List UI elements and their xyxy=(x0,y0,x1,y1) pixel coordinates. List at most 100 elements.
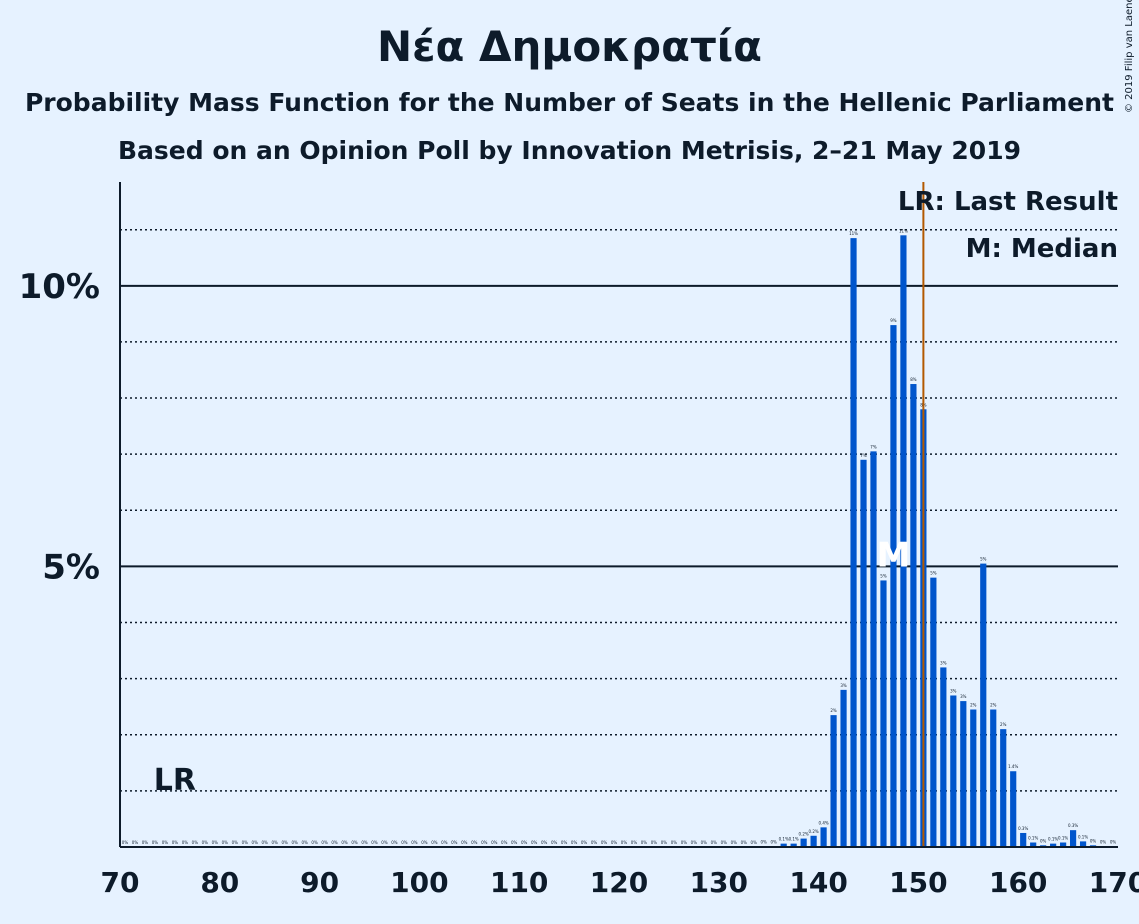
legend-entry: LR: Last Result xyxy=(898,187,1118,217)
seat-bar xyxy=(940,667,947,847)
bar-value-label: 0% xyxy=(172,840,179,845)
bar-value-label: 0% xyxy=(361,840,368,845)
bar-value-label: 3% xyxy=(950,688,957,693)
bar-value-label: 11% xyxy=(849,231,858,236)
bar-value-label: 0% xyxy=(411,840,418,845)
bar-value-label: 0% xyxy=(192,840,199,845)
seat-bar xyxy=(790,843,797,847)
seat-bar xyxy=(1000,729,1007,847)
bar-value-label: 0% xyxy=(202,840,209,845)
seat-bar xyxy=(850,238,857,847)
chart-title: Νέα Δημοκρατία xyxy=(377,22,762,71)
bar-value-label: 0% xyxy=(1090,838,1097,843)
bar-value-label: 0% xyxy=(661,840,668,845)
bar-value-label: 0% xyxy=(631,840,638,845)
x-tick-label: 110 xyxy=(490,866,548,899)
bar-value-label: 0.3% xyxy=(1068,823,1078,828)
seat-bar xyxy=(930,577,937,847)
bar-value-label: 0% xyxy=(701,840,708,845)
bar-value-label: 0% xyxy=(491,840,498,845)
bar-value-label: 0% xyxy=(591,840,598,845)
seat-bar xyxy=(870,451,877,847)
bar-value-label: 0% xyxy=(182,840,189,845)
bar-value-label: 0% xyxy=(272,840,279,845)
seat-bar xyxy=(830,715,837,847)
bar-value-label: 0% xyxy=(641,840,648,845)
x-tick-label: 160 xyxy=(989,866,1047,899)
bar-value-label: 0% xyxy=(551,840,558,845)
bar-value-label: 3% xyxy=(960,694,967,699)
seat-bar xyxy=(900,235,907,847)
seat-bar xyxy=(970,709,977,847)
x-tick-label: 90 xyxy=(300,866,339,899)
bar-value-label: 0% xyxy=(691,840,698,845)
bar-value-label: 0% xyxy=(1100,839,1107,844)
bar-value-label: 0% xyxy=(222,840,229,845)
bar-value-label: 0% xyxy=(262,840,269,845)
seat-bar xyxy=(880,580,887,847)
seat-bar xyxy=(980,563,987,847)
bar-value-label: 2% xyxy=(990,703,997,708)
seat-bar xyxy=(1010,771,1017,847)
bar-value-label: 0.1% xyxy=(1058,836,1068,841)
bar-value-label: 0.1% xyxy=(779,837,789,842)
bar-value-label: 0% xyxy=(711,840,718,845)
x-tick-label: 80 xyxy=(200,866,239,899)
x-tick-label: 70 xyxy=(101,866,140,899)
bar-value-label: 0% xyxy=(351,840,358,845)
seat-bar xyxy=(810,835,817,847)
seat-bar xyxy=(910,384,917,847)
bar-value-label: 0% xyxy=(212,840,219,845)
bar-value-label: 0.4% xyxy=(819,820,829,825)
bar-value-label: 2% xyxy=(970,703,977,708)
bar-value-label: 0% xyxy=(721,840,728,845)
seat-bar xyxy=(1030,842,1037,847)
chart-subtitle: Probability Mass Function for the Number… xyxy=(24,88,1115,117)
bar-value-label: 0% xyxy=(461,840,468,845)
seat-bar xyxy=(780,843,787,847)
median-marker: M xyxy=(877,535,911,575)
bar-value-label: 0% xyxy=(451,840,458,845)
bar-value-label: 0% xyxy=(621,840,628,845)
seat-bar xyxy=(990,709,997,847)
bar-value-label: 7% xyxy=(870,444,877,449)
seat-bar xyxy=(800,838,807,847)
bar-value-label: 0% xyxy=(531,840,538,845)
bar-value-label: 0% xyxy=(421,840,428,845)
bar-value-label: 5% xyxy=(880,573,887,578)
bar-value-label: 0% xyxy=(431,840,438,845)
bar-value-label: 0% xyxy=(731,840,738,845)
seat-bar xyxy=(950,695,957,847)
bar-value-label: 0.1% xyxy=(789,837,799,842)
bar-value-label: 1.4% xyxy=(1008,764,1018,769)
bar-value-label: 0% xyxy=(331,840,338,845)
bar-value-label: 0% xyxy=(771,839,778,844)
bar-value-label: 0% xyxy=(671,840,678,845)
bar-value-label: 0% xyxy=(741,840,748,845)
bar-value-label: 0% xyxy=(232,840,239,845)
bar-value-label: 0% xyxy=(311,840,318,845)
x-tick-label: 120 xyxy=(590,866,648,899)
bar-value-label: 2% xyxy=(830,708,837,713)
bar-value-label: 0% xyxy=(541,840,548,845)
bar-value-label: 0% xyxy=(601,840,608,845)
bar-value-label: 0% xyxy=(471,840,478,845)
bar-value-label: 0.2% xyxy=(799,832,809,837)
bar-value-label: 0% xyxy=(611,840,618,845)
bar-value-label: 0% xyxy=(681,840,688,845)
bar-value-label: 7% xyxy=(860,453,867,458)
bar-value-label: 0% xyxy=(291,840,298,845)
chart-source: Based on an Opinion Poll by Innovation M… xyxy=(117,136,1021,165)
bar-value-label: 0% xyxy=(481,840,488,845)
x-tick-label: 130 xyxy=(690,866,748,899)
bar-value-label: 0.3% xyxy=(1018,826,1028,831)
bar-value-label: 0% xyxy=(571,840,578,845)
x-tick-label: 150 xyxy=(889,866,947,899)
x-tick-label: 100 xyxy=(390,866,448,899)
bar-value-label: 0% xyxy=(371,840,378,845)
seat-bar xyxy=(1020,832,1027,847)
bar-value-label: 3% xyxy=(840,683,847,688)
bar-value-label: 0.1% xyxy=(1028,836,1038,841)
bar-value-label: 0% xyxy=(142,840,149,845)
